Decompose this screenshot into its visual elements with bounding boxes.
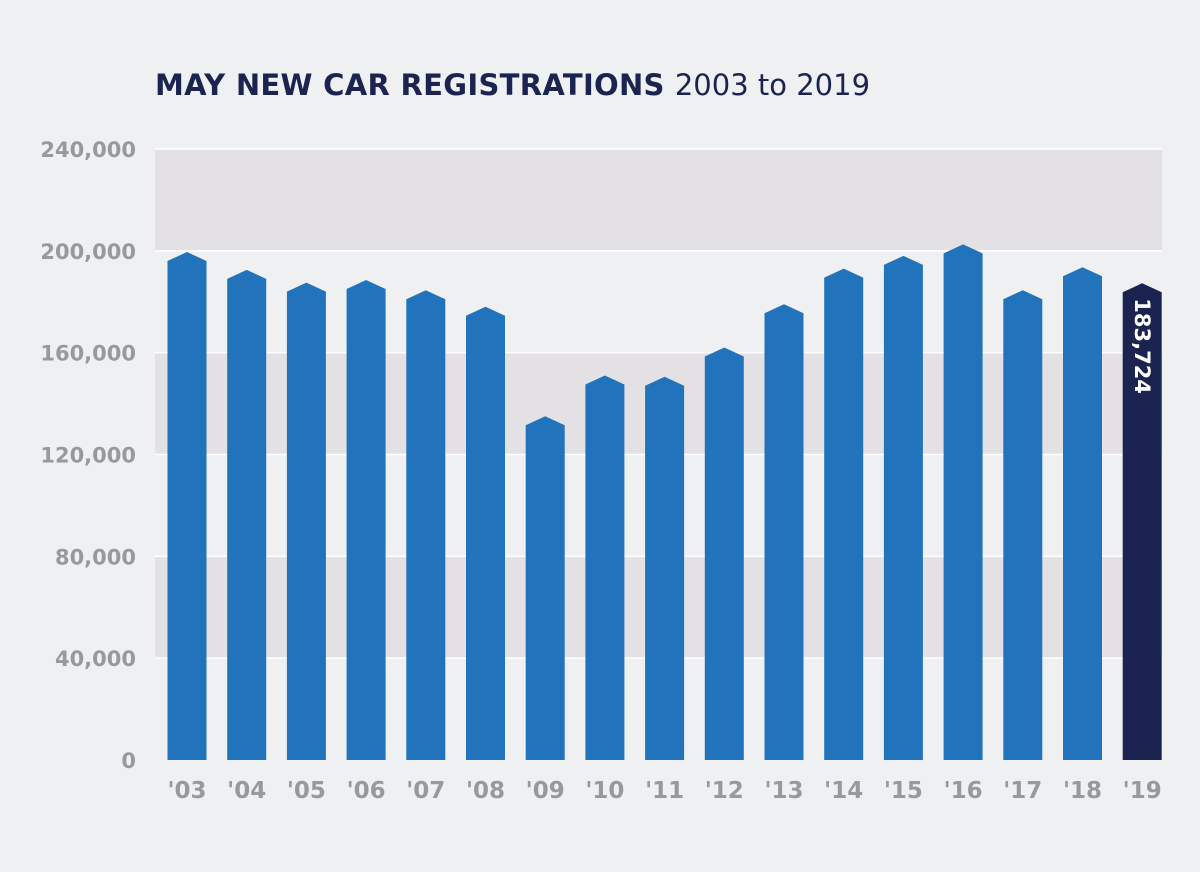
bar-15 bbox=[883, 255, 923, 760]
x-tick-label: '05 bbox=[287, 778, 326, 804]
bar-19 bbox=[1122, 283, 1162, 760]
y-tick-label: 240,000 bbox=[40, 138, 136, 162]
bar-06 bbox=[346, 280, 386, 760]
x-tick-label: '13 bbox=[764, 778, 803, 804]
bar-10 bbox=[585, 375, 625, 760]
x-tick-label: '08 bbox=[466, 778, 505, 804]
x-tick-label: '10 bbox=[585, 778, 624, 804]
bar-11 bbox=[645, 376, 685, 760]
x-tick-label: '04 bbox=[227, 778, 266, 804]
grid-band bbox=[155, 149, 1162, 251]
y-tick-label: 120,000 bbox=[40, 444, 136, 468]
bar-12 bbox=[704, 347, 744, 760]
bar-18 bbox=[1063, 267, 1102, 760]
bar-09 bbox=[525, 416, 565, 760]
x-tick-label: '09 bbox=[526, 778, 565, 804]
y-tick-label: 200,000 bbox=[40, 240, 136, 264]
x-tick-label: '19 bbox=[1123, 778, 1162, 804]
bar-14 bbox=[824, 268, 864, 760]
bar-17 bbox=[1003, 290, 1043, 760]
bar-05 bbox=[286, 282, 326, 760]
x-tick-label: '12 bbox=[705, 778, 744, 804]
bar-03 bbox=[167, 252, 207, 760]
x-tick-label: '07 bbox=[406, 778, 445, 804]
y-axis: 0 40,000 80,000 120,000 160,000 200,000 240,00… bbox=[40, 138, 136, 773]
bar-07 bbox=[406, 290, 446, 760]
chart-title: MAY NEW CAR REGISTRATIONS 2003 to 2019 bbox=[155, 68, 870, 102]
chart-subtitle: 2003 to 2019 bbox=[674, 68, 871, 102]
bar-13 bbox=[764, 304, 804, 760]
bars bbox=[167, 244, 1162, 761]
x-tick-label: '15 bbox=[884, 778, 923, 804]
bar-04 bbox=[227, 269, 267, 760]
x-axis: '03 '04 '05 '06 '07 '08 '09 '10 '11 '12 '13 '14 '15 '… bbox=[167, 778, 1161, 804]
bar-08 bbox=[466, 306, 505, 760]
data-labels: 183,724 bbox=[1130, 298, 1154, 394]
x-tick-label: '17 bbox=[1003, 778, 1042, 804]
y-tick-label: 80,000 bbox=[55, 545, 136, 569]
bar-16 bbox=[943, 244, 983, 761]
x-tick-label: '03 bbox=[167, 778, 206, 804]
y-tick-label: 40,000 bbox=[55, 647, 136, 671]
y-tick-label: 0 bbox=[121, 749, 136, 773]
x-tick-label: '14 bbox=[824, 778, 863, 804]
x-tick-label: '18 bbox=[1063, 778, 1102, 804]
x-tick-label: '06 bbox=[347, 778, 386, 804]
y-tick-label: 160,000 bbox=[40, 342, 136, 366]
x-tick-label: '11 bbox=[645, 778, 684, 804]
data-label: 183,724 bbox=[1130, 298, 1154, 394]
x-tick-label: '16 bbox=[944, 778, 983, 804]
chart-title-main: MAY NEW CAR REGISTRATIONS bbox=[155, 68, 665, 102]
